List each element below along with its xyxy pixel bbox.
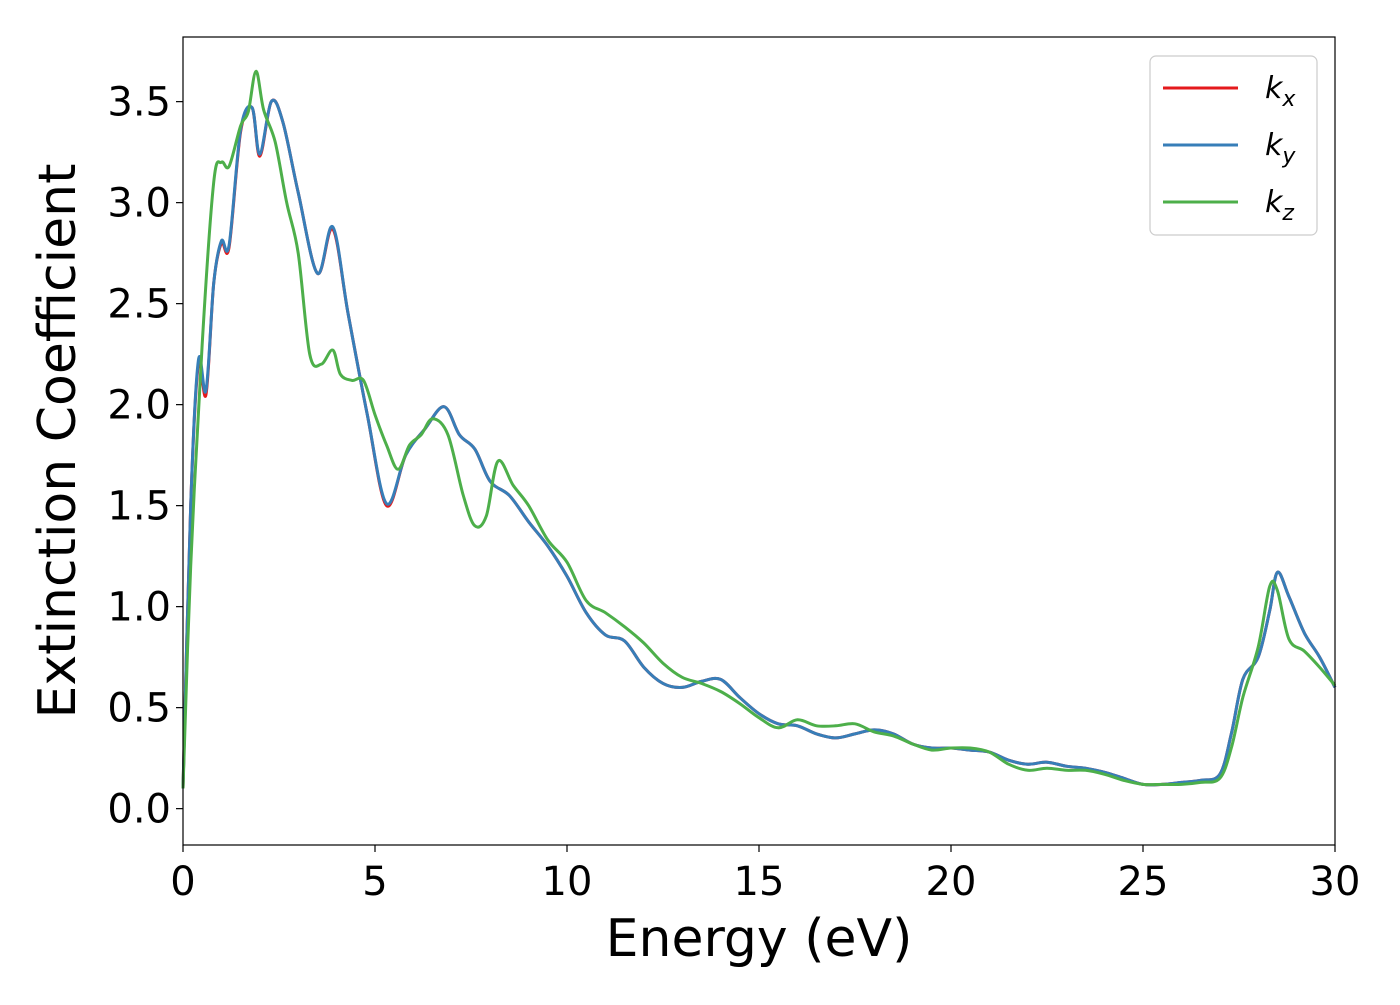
y-axis-ticks: 0.0 0.5 1.0 1.5 2.0 2.5 3.0 3.5 [107,80,183,833]
series-line-kz [181,69,1337,789]
y-axis-title: Extinction Coefficient [28,164,88,719]
y-tick-label: 3.0 [107,181,171,227]
x-tick-label: 0 [170,859,195,905]
x-axis-ticks: 0 5 10 15 20 25 30 [170,845,1360,905]
y-tick-label: 0.5 [107,686,171,732]
x-tick-label: 30 [1310,859,1361,905]
y-tick-label: 3.5 [107,80,171,126]
series-layer [181,69,1337,789]
x-tick-label: 20 [926,859,977,905]
y-tick-label: 2.5 [107,282,171,328]
x-tick-label: 10 [542,859,593,905]
y-tick-label: 1.5 [107,484,171,530]
x-axis-title: Energy (eV) [606,909,913,969]
y-tick-label: 0.0 [107,787,171,833]
x-tick-label: 15 [734,859,785,905]
x-tick-label: 25 [1118,859,1169,905]
x-tick-label: 5 [362,859,387,905]
y-tick-label: 1.0 [107,585,171,631]
y-tick-label: 2.0 [107,383,171,429]
